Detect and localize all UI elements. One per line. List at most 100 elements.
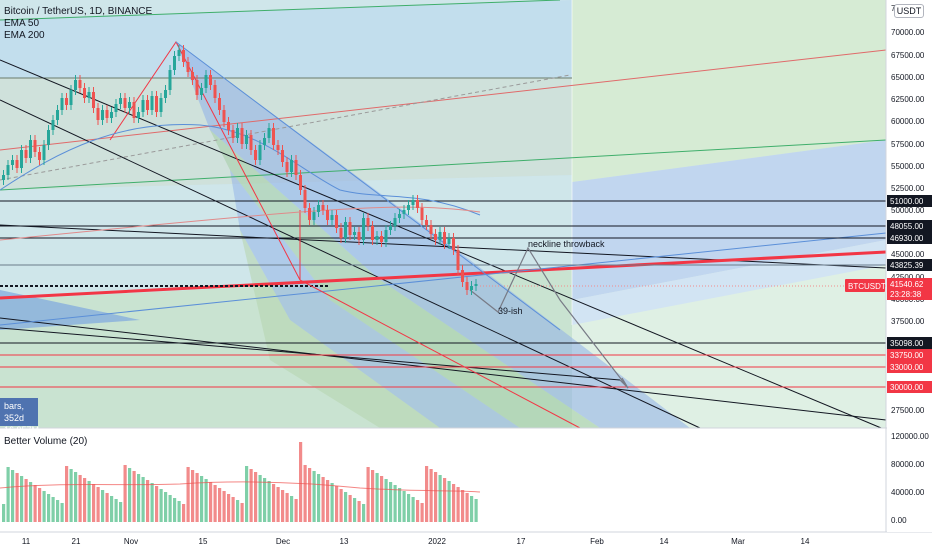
trendlines xyxy=(0,0,887,431)
ema-curves xyxy=(0,123,481,241)
price-tick: 27500.00 xyxy=(891,406,925,415)
price-tick: 67500.00 xyxy=(891,51,925,60)
volume-bar xyxy=(420,503,424,522)
candle-body xyxy=(402,210,406,214)
volume-bar xyxy=(164,492,168,522)
fan-band-4 xyxy=(240,230,440,428)
volume-bar xyxy=(258,475,262,522)
red-fan-line xyxy=(299,279,581,429)
volume-bar xyxy=(51,497,55,522)
candle-body xyxy=(173,56,176,70)
volume-bar xyxy=(128,468,132,522)
candle-body xyxy=(326,210,329,220)
volume-bar xyxy=(393,485,397,522)
price-label-bg xyxy=(887,220,932,232)
candle-body xyxy=(20,150,23,168)
volume-bar xyxy=(159,489,163,522)
volume-bar xyxy=(114,499,118,522)
volume-tick: 120000.00 xyxy=(891,432,929,441)
volume-bar xyxy=(398,488,402,522)
ema-50-legend[interactable]: EMA 50 xyxy=(4,18,40,29)
currency-button[interactable]: USDT xyxy=(894,4,924,18)
volume-bar xyxy=(24,479,28,522)
volume-bar xyxy=(357,501,361,522)
candle-body xyxy=(204,75,208,88)
candle-body xyxy=(177,50,181,56)
candle-body xyxy=(182,50,185,62)
time-axis: 11 21 Nov 15 Dec 13 2022 17 Feb 14 Mar 14 xyxy=(0,531,932,550)
volume-bar xyxy=(74,472,78,522)
candle-body xyxy=(150,96,154,110)
volume-bar xyxy=(240,503,244,522)
candle-body xyxy=(384,230,388,242)
volume-bar xyxy=(150,483,154,522)
time-tick: Feb xyxy=(590,537,604,546)
volume-bar xyxy=(177,501,181,522)
candle-body xyxy=(168,70,172,90)
candle-body xyxy=(330,215,334,220)
volume-tick: 40000.00 xyxy=(891,488,925,497)
candle-body xyxy=(200,88,203,95)
candle-body xyxy=(164,90,167,98)
candle-body xyxy=(231,130,235,138)
candle-body xyxy=(29,140,32,158)
candle-body xyxy=(2,175,5,180)
symbol-title[interactable]: Bitcoin / TetherUS, 1D, BINANCE xyxy=(4,6,153,17)
volume-bar xyxy=(146,480,150,522)
price-tick: 62500.00 xyxy=(891,95,925,104)
price-tick: 57500.00 xyxy=(891,140,925,149)
candle-body xyxy=(155,96,158,112)
candle-body xyxy=(137,112,140,118)
candle-body xyxy=(51,120,55,130)
time-tick: 17 xyxy=(517,537,526,546)
volume-tick: 80000.00 xyxy=(891,460,925,469)
volume-bar xyxy=(375,473,379,522)
candle-body xyxy=(321,205,325,210)
candle-body xyxy=(249,135,253,150)
volume-bar xyxy=(411,497,415,522)
candle-body xyxy=(308,208,311,220)
candle-body xyxy=(132,102,136,118)
price-axis[interactable]: 72500.0070000.0067500.0065000.0062500.00… xyxy=(845,0,932,532)
blue-fan-top xyxy=(175,41,561,331)
volume-bar xyxy=(384,479,388,522)
volume-bar xyxy=(380,476,384,522)
volume-bar xyxy=(348,495,352,522)
volume-indicator-title[interactable]: Better Volume (20) xyxy=(4,436,88,447)
volume-bar xyxy=(281,490,285,522)
volume-bar xyxy=(186,467,190,522)
volume-bar xyxy=(155,486,159,522)
candle-body xyxy=(416,200,419,208)
red-channel-line xyxy=(0,49,887,151)
price-label-bg xyxy=(887,337,932,349)
ema-200-legend[interactable]: EMA 200 xyxy=(4,30,45,41)
candle-body xyxy=(434,234,437,240)
price-level-label: 51000.00 xyxy=(890,197,924,206)
volume-bar xyxy=(182,504,186,522)
volume-bar xyxy=(438,475,442,522)
volume-bar xyxy=(285,493,289,522)
price-tick: 42500.00 xyxy=(891,273,925,282)
price-label-bg xyxy=(887,349,932,361)
bars-range-box: bars, 352d 16.957M xyxy=(0,398,39,435)
price-tick: 45000.00 xyxy=(891,250,925,259)
candlesticks xyxy=(2,45,478,295)
volume-bar xyxy=(321,477,325,522)
candle-body xyxy=(389,226,392,230)
volume-bar xyxy=(105,493,109,522)
time-tick: 15 xyxy=(199,537,208,546)
time-tick: 11 xyxy=(22,537,31,546)
candle-body xyxy=(83,88,86,98)
volume-bar xyxy=(272,484,276,522)
candle-body xyxy=(119,98,122,104)
candle-body xyxy=(213,85,217,98)
volume-bar xyxy=(461,490,465,522)
ema-50-line xyxy=(0,123,481,216)
candle-body xyxy=(366,218,370,226)
price-tick: 60000.00 xyxy=(891,117,925,126)
black-fan-line-2 xyxy=(0,99,701,429)
candle-body xyxy=(24,150,28,158)
volume-bar xyxy=(236,500,240,522)
black-fan-line-1 xyxy=(0,59,887,431)
